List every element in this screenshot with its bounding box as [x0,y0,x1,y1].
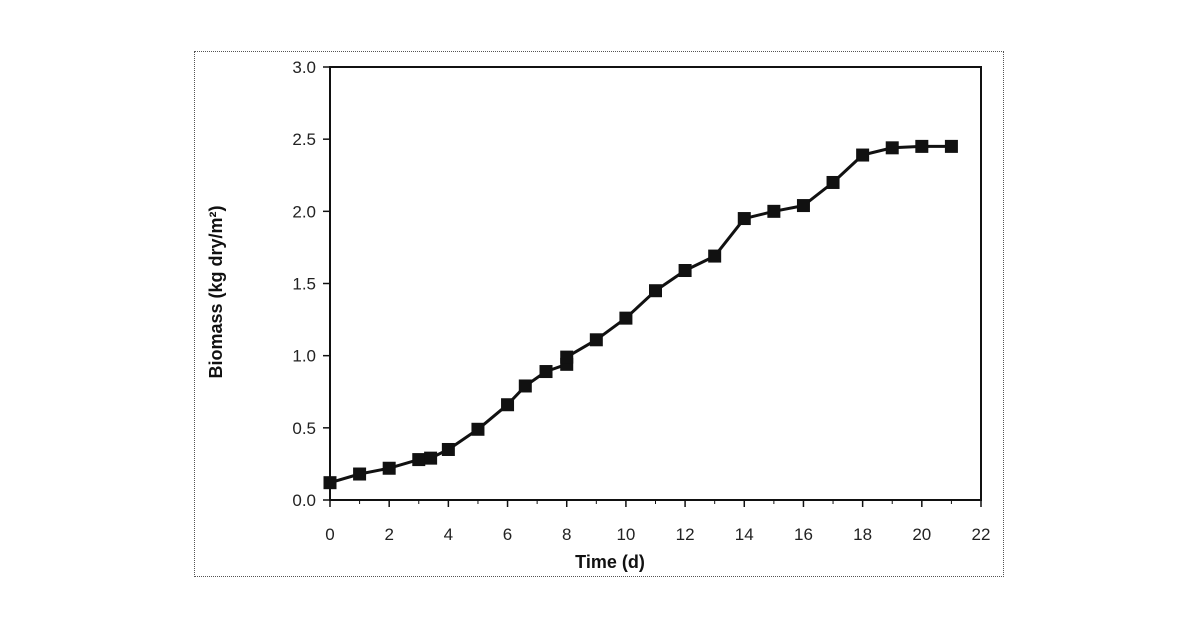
y-tick-label: 0.5 [292,419,316,438]
data-point [590,333,603,346]
series-line [330,146,951,482]
data-point [424,452,437,465]
data-point [767,205,780,218]
y-axis-title: Biomass (kg dry/m²) [206,205,226,378]
x-tick-label: 12 [676,525,695,544]
data-point [619,312,632,325]
data-point [471,423,484,436]
y-tick-label: 1.5 [292,275,316,294]
data-point [945,140,958,153]
data-point [383,462,396,475]
y-tick-label: 1.0 [292,347,316,366]
x-tick-label: 20 [912,525,931,544]
data-point [797,199,810,212]
data-point [649,284,662,297]
y-tick-label: 3.0 [292,58,316,77]
y-tick-label: 2.5 [292,130,316,149]
data-point [442,443,455,456]
x-tick-label: 16 [794,525,813,544]
data-point [679,264,692,277]
data-point [708,250,721,263]
x-tick-label: 6 [503,525,512,544]
x-tick-label: 2 [384,525,393,544]
y-tick-label: 2.0 [292,202,316,221]
axes: 0 2 4 6 8 10 12 14 16 18 20 22 0.0 0.5 1.0 1.5 2.0 2.5 3.0 [292,58,990,544]
data-point [501,398,514,411]
data-point [738,212,751,225]
plot-area-border [330,67,981,500]
x-tick-label: 18 [853,525,872,544]
x-tick-label: 8 [562,525,571,544]
data-point [886,141,899,154]
data-point [915,140,928,153]
data-point [353,468,366,481]
x-tick-label: 10 [616,525,635,544]
y-tick-label: 0.0 [292,491,316,510]
x-tick-label: 22 [972,525,991,544]
x-tick-label: 14 [735,525,754,544]
x-tick-label: 4 [444,525,453,544]
data-point [540,365,553,378]
data-markers [324,140,958,489]
data-point [519,379,532,392]
x-tick-label: 0 [325,525,334,544]
data-point [827,176,840,189]
data-point [856,149,869,162]
x-axis-title: Time (d) [575,552,645,572]
data-point [560,351,573,364]
series-line-layer [330,146,951,482]
data-point [412,453,425,466]
data-point [324,476,337,489]
